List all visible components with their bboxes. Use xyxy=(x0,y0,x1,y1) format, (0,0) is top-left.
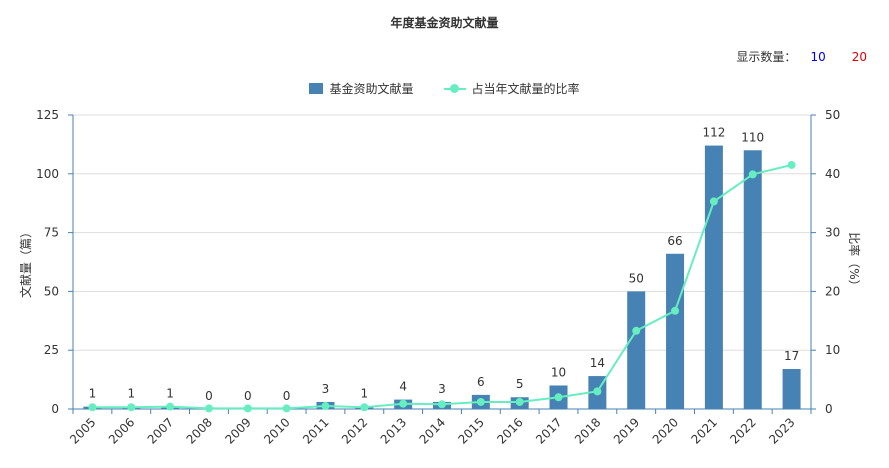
bar-value-label: 0 xyxy=(205,389,213,403)
bar xyxy=(666,253,685,409)
display-count-option-10[interactable]: 10 xyxy=(810,49,826,64)
bar-value-label: 6 xyxy=(477,375,485,389)
x-tick-label: 2020 xyxy=(650,415,681,446)
x-tick-label: 2019 xyxy=(611,415,642,446)
ratio-point xyxy=(787,160,796,169)
bar-value-label: 1 xyxy=(127,387,135,401)
legend-item-bar[interactable]: 基金资助文献量 xyxy=(309,80,414,97)
ratio-series-line xyxy=(92,164,792,410)
bar xyxy=(627,291,646,409)
legend-line-swatch xyxy=(443,83,466,94)
ratio-point xyxy=(438,400,446,409)
y2-tick-label: 50 xyxy=(825,108,840,122)
y2-tick-label: 0 xyxy=(825,402,833,416)
y2-tick-label: 40 xyxy=(825,167,840,181)
chart-legend: 基金资助文献量 占当年文献量的比率 xyxy=(0,80,889,97)
bar xyxy=(704,145,723,410)
legend-bar-swatch xyxy=(309,83,324,94)
bar-value-label: 66 xyxy=(667,234,682,248)
bar-value-label: 1 xyxy=(360,387,368,401)
bar-value-label: 3 xyxy=(322,382,330,396)
ratio-point xyxy=(748,170,757,179)
y-tick-label: 50 xyxy=(44,284,59,298)
ratio-point xyxy=(554,393,563,402)
x-tick-label: 2018 xyxy=(572,415,603,446)
x-tick-label: 2015 xyxy=(455,415,486,446)
ratio-point xyxy=(671,306,680,315)
y2-tick-label: 20 xyxy=(825,284,840,298)
x-tick-label: 2022 xyxy=(727,415,758,446)
y-tick-label: 125 xyxy=(36,108,59,122)
x-tick-label: 2021 xyxy=(689,415,720,446)
bar-value-label: 17 xyxy=(784,349,799,363)
bar-value-label: 5 xyxy=(516,377,524,391)
display-count-toolbar: 显示数量： 10 20 xyxy=(736,48,867,65)
ratio-point xyxy=(632,326,641,335)
y-tick-label: 75 xyxy=(44,226,59,240)
bar-value-label: 0 xyxy=(244,389,252,403)
y2-axis-title: 比率（%） xyxy=(847,232,862,291)
x-tick-label: 2013 xyxy=(378,415,409,446)
bar-value-label: 110 xyxy=(741,130,764,144)
x-tick-label: 2017 xyxy=(533,415,564,446)
ratio-point xyxy=(593,387,602,396)
bar xyxy=(743,150,762,409)
x-tick-label: 2010 xyxy=(261,415,292,446)
x-tick-label: 2008 xyxy=(184,415,215,446)
y-tick-label: 100 xyxy=(36,167,59,181)
x-tick-label: 2016 xyxy=(494,415,525,446)
x-tick-label: 2005 xyxy=(67,415,98,446)
y-tick-label: 0 xyxy=(51,402,59,416)
bar-value-label: 1 xyxy=(89,387,97,401)
ratio-point xyxy=(515,397,524,406)
ratio-point xyxy=(399,399,408,408)
ratio-point xyxy=(204,404,213,413)
display-count-option-20[interactable]: 20 xyxy=(851,49,867,64)
ratio-point xyxy=(360,403,369,412)
ratio-point xyxy=(709,197,718,206)
ratio-point xyxy=(243,404,252,413)
legend-item-line[interactable]: 占当年文献量的比率 xyxy=(443,80,580,97)
bar-value-label: 112 xyxy=(702,126,725,140)
y2-tick-label: 30 xyxy=(825,226,840,240)
chart-title: 年度基金资助文献量 xyxy=(390,16,499,30)
bar-value-label: 1 xyxy=(166,387,174,401)
x-tick-label: 2023 xyxy=(766,415,797,446)
x-tick-label: 2007 xyxy=(145,415,176,446)
x-tick-label: 2014 xyxy=(417,415,448,446)
ratio-point xyxy=(127,403,136,412)
ratio-point xyxy=(166,402,175,411)
ratio-point xyxy=(321,402,330,411)
ratio-point xyxy=(88,403,97,412)
bar-value-label: 50 xyxy=(629,271,644,285)
display-count-label: 显示数量： xyxy=(736,50,797,64)
x-tick-label: 2006 xyxy=(106,415,137,446)
bar-value-label: 14 xyxy=(590,356,605,370)
bar xyxy=(782,369,801,409)
x-tick-label: 2009 xyxy=(222,415,253,446)
legend-bar-label: 基金资助文献量 xyxy=(329,82,414,96)
y2-tick-label: 10 xyxy=(825,343,840,357)
ratio-point xyxy=(476,397,485,406)
bar-value-label: 0 xyxy=(283,389,291,403)
bar-value-label: 3 xyxy=(438,382,446,396)
x-tick-label: 2012 xyxy=(339,415,370,446)
y-axis-title: 文献量（篇） xyxy=(18,226,33,298)
x-tick-label: 2011 xyxy=(300,415,331,446)
bar-value-label: 10 xyxy=(551,365,566,379)
legend-line-label: 占当年文献量的比率 xyxy=(471,82,580,96)
y-tick-label: 25 xyxy=(44,343,59,357)
bar-value-label: 4 xyxy=(399,380,407,394)
ratio-point xyxy=(282,404,291,413)
